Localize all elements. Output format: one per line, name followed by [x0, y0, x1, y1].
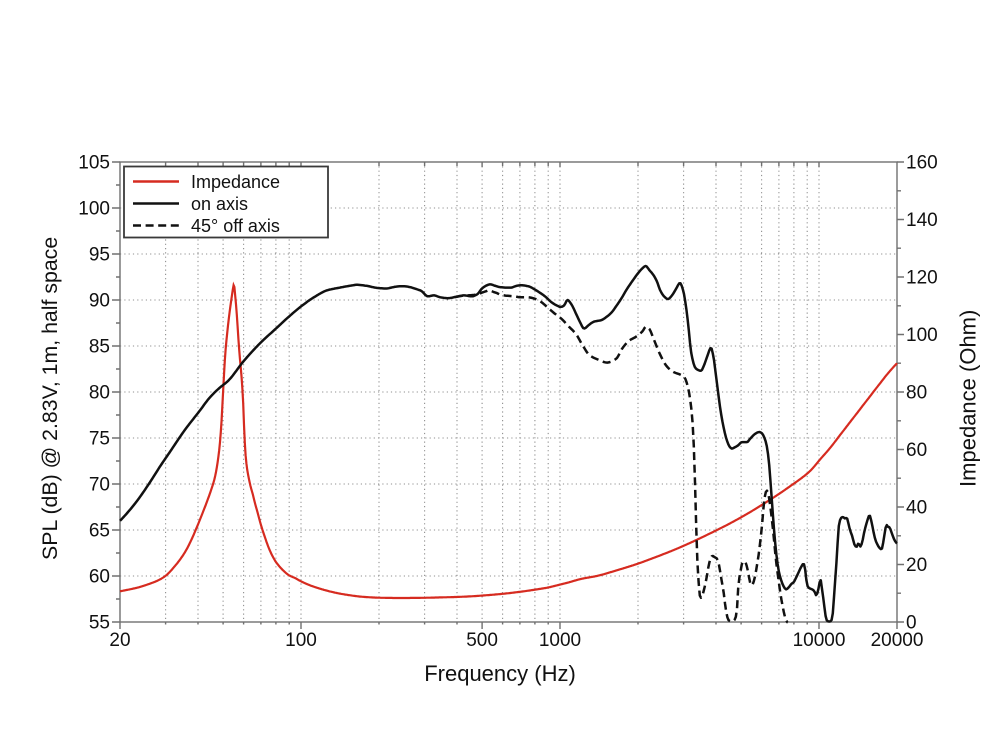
svg-text:1000: 1000 [539, 630, 581, 651]
svg-text:65: 65 [89, 521, 110, 542]
svg-text:160: 160 [906, 153, 938, 174]
svg-text:90: 90 [89, 291, 110, 312]
svg-text:0: 0 [906, 613, 917, 634]
svg-text:60: 60 [89, 567, 110, 588]
svg-text:60: 60 [906, 440, 927, 461]
svg-text:Frequency (Hz): Frequency (Hz) [424, 661, 576, 686]
svg-text:20: 20 [109, 630, 130, 651]
svg-text:500: 500 [466, 630, 498, 651]
svg-text:SPL (dB) @ 2.83V, 1m, half spa: SPL (dB) @ 2.83V, 1m, half space [38, 237, 62, 560]
svg-text:Impedance (Ohm): Impedance (Ohm) [956, 310, 981, 487]
svg-text:10000: 10000 [793, 630, 846, 651]
svg-text:55: 55 [89, 613, 110, 634]
svg-text:70: 70 [89, 475, 110, 496]
svg-text:20000: 20000 [871, 630, 924, 651]
svg-text:on axis: on axis [191, 194, 248, 214]
svg-text:Impedance: Impedance [191, 172, 280, 192]
svg-text:140: 140 [906, 210, 938, 231]
svg-text:120: 120 [906, 268, 938, 289]
svg-text:100: 100 [285, 630, 317, 651]
svg-text:80: 80 [89, 383, 110, 404]
svg-text:40: 40 [906, 498, 927, 519]
svg-text:45° off axis: 45° off axis [191, 216, 280, 236]
svg-text:105: 105 [78, 153, 110, 174]
svg-text:20: 20 [906, 555, 927, 576]
svg-text:85: 85 [89, 337, 110, 358]
svg-text:95: 95 [89, 245, 110, 266]
svg-text:100: 100 [906, 325, 938, 346]
svg-text:100: 100 [78, 199, 110, 220]
svg-text:75: 75 [89, 429, 110, 450]
svg-text:80: 80 [906, 383, 927, 404]
